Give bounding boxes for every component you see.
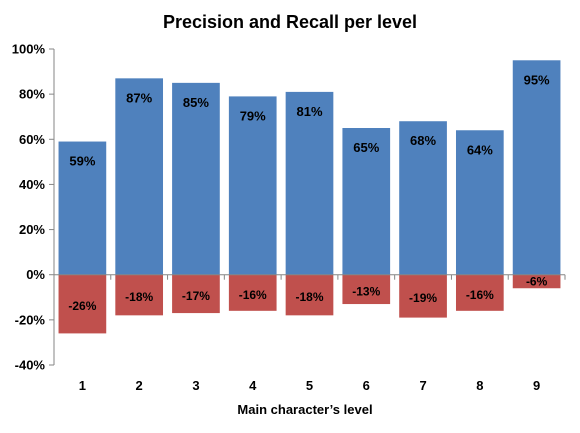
negative-bar-level-3 bbox=[172, 274, 220, 314]
positive-bar-level-6 bbox=[342, 128, 391, 275]
negative-bar-level-5 bbox=[285, 274, 334, 316]
positive-bar-level-8 bbox=[455, 130, 504, 275]
data-label-level-1-positive: 59% bbox=[69, 154, 95, 169]
data-label-level-5-positive: 81% bbox=[296, 104, 322, 119]
chart-title: Precision and Recall per level bbox=[163, 12, 417, 32]
y-tick-label: 100% bbox=[12, 42, 46, 57]
data-label-level-8-negative: -16% bbox=[466, 288, 494, 302]
y-tick-label: 0% bbox=[26, 267, 45, 282]
data-label-level-8-positive: 64% bbox=[467, 142, 493, 157]
data-label-level-7-positive: 68% bbox=[410, 133, 436, 148]
data-label-level-2-positive: 87% bbox=[126, 90, 152, 105]
y-tick-label: 80% bbox=[19, 87, 45, 102]
negative-bar-level-9 bbox=[512, 274, 561, 289]
x-tick-label: 9 bbox=[533, 378, 540, 393]
data-labels-layer: 59% 87% 85% 79% 81% 65% 68% 64% 95% -26% -18% -17% -… bbox=[68, 72, 550, 313]
negative-bar-level-1 bbox=[58, 274, 107, 334]
data-label-level-9-negative: -6% bbox=[526, 274, 548, 288]
negative-bar-level-2 bbox=[115, 274, 164, 316]
data-label-level-6-positive: 65% bbox=[353, 140, 379, 155]
positive-bar-level-4 bbox=[228, 96, 277, 275]
data-label-level-3-negative: -17% bbox=[182, 289, 210, 303]
y-tick-label: 60% bbox=[19, 132, 45, 147]
positive-bar-level-7 bbox=[399, 121, 447, 275]
bars-layer bbox=[58, 60, 561, 334]
x-tick-label: 6 bbox=[363, 378, 370, 393]
x-axis-title: Main character’s level bbox=[237, 402, 372, 417]
negative-bar-level-4 bbox=[228, 274, 277, 311]
y-tick-label: -40% bbox=[15, 358, 46, 373]
data-label-level-6-negative: -13% bbox=[352, 284, 380, 298]
data-label-level-2-negative: -18% bbox=[125, 290, 153, 304]
x-tick-label: 2 bbox=[136, 378, 143, 393]
negative-bar-level-7 bbox=[399, 274, 447, 318]
data-label-level-3-positive: 85% bbox=[183, 95, 209, 110]
data-label-level-9-positive: 95% bbox=[524, 72, 550, 87]
x-tick-label: 8 bbox=[476, 378, 483, 393]
negative-bar-level-8 bbox=[455, 274, 504, 311]
negative-bar-level-6 bbox=[342, 274, 391, 305]
data-label-level-4-positive: 79% bbox=[240, 108, 266, 123]
positive-bar-level-5 bbox=[285, 91, 334, 275]
x-tick-label: 3 bbox=[192, 378, 199, 393]
x-tick-label: 7 bbox=[419, 378, 426, 393]
data-label-level-1-negative: -26% bbox=[68, 299, 96, 313]
axes-layer: -40% -20% 0% 20% 40% 60% 80% 100% 1 2 3 4 5 6 7 8 9 bbox=[12, 42, 566, 393]
positive-bar-level-2 bbox=[115, 78, 164, 275]
data-label-level-7-negative: -19% bbox=[409, 291, 437, 305]
x-tick-label: 1 bbox=[79, 378, 86, 393]
data-label-level-4-negative: -16% bbox=[239, 288, 267, 302]
data-label-level-5-negative: -18% bbox=[295, 290, 323, 304]
positive-bar-level-1 bbox=[58, 141, 107, 275]
y-tick-label: -20% bbox=[15, 312, 46, 327]
positive-bar-level-9 bbox=[512, 60, 561, 275]
y-tick-label: 40% bbox=[19, 177, 45, 192]
y-tick-label: 20% bbox=[19, 222, 45, 237]
x-tick-label: 4 bbox=[249, 378, 257, 393]
positive-bar-level-3 bbox=[172, 82, 220, 275]
x-tick-label: 5 bbox=[306, 378, 313, 393]
